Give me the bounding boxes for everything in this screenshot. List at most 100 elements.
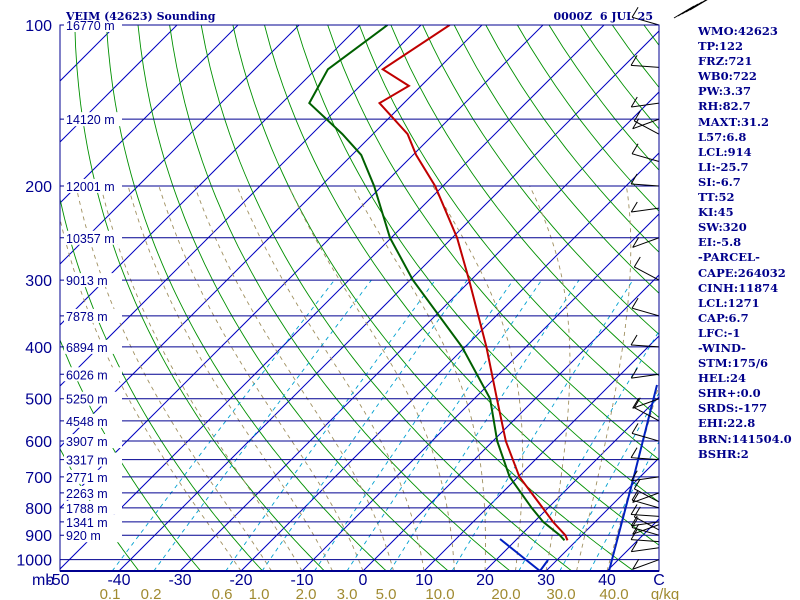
wind-barb-flag [631, 297, 639, 309]
height-label-bg [64, 18, 122, 32]
index-item: WB0:722 [698, 69, 757, 84]
height-label-bg [64, 500, 122, 515]
dry-adiabat-line [60, 197, 264, 571]
pressure-tick-label: 300 [25, 273, 52, 290]
wind-barb-staff [631, 527, 660, 536]
wind-barb-staff [634, 266, 660, 281]
index-item: BRN:141504.0 [698, 431, 792, 446]
wind-barb-flag [633, 110, 641, 122]
index-item: LCL:914 [698, 144, 752, 159]
height-label: 6894 m [66, 341, 108, 355]
wind-barb-staff [632, 524, 660, 535]
wind-barb-flag [633, 256, 641, 268]
pressure-tick-label: 400 [25, 340, 52, 357]
dry-adiabat-line [137, 25, 449, 571]
mixing-ratio-line [518, 330, 659, 571]
wind-barb-flag [632, 523, 640, 535]
height-label-bg [64, 413, 122, 428]
mixing-ratio-line [589, 440, 659, 571]
wind-barb-staff [631, 183, 660, 187]
temperature-tick-label: -10 [290, 572, 313, 589]
index-item: -PARCEL- [698, 250, 760, 265]
chart-axes [59, 24, 660, 572]
isotherm-line [179, 91, 659, 571]
pressure-tick-label: 800 [25, 501, 52, 518]
wind-barb-flag [632, 558, 640, 570]
wind-barb-flag [630, 201, 638, 213]
wind-barbs [630, 0, 708, 570]
index-item: STM:175/6 [698, 356, 769, 371]
wind-barb-flag [630, 529, 638, 540]
index-item: LFC:-1 [698, 325, 741, 340]
moist-adiabat-line [60, 217, 242, 571]
height-label-bg [64, 367, 122, 382]
moist-adiabat-line [529, 185, 571, 571]
dry-adiabat-line [422, 25, 659, 335]
dry-adiabat-line [74, 25, 325, 571]
wind-barb-staff [632, 492, 660, 503]
dry-adiabat-line [358, 25, 659, 419]
wind-barb-flag [630, 504, 638, 515]
chart-traces [308, 25, 658, 571]
moist-adiabat-line [127, 185, 333, 571]
index-item: LCL:1271 [698, 295, 760, 310]
isotherm-line [301, 213, 659, 571]
height-label: 12001 m [66, 180, 115, 194]
height-label-bg [64, 434, 122, 449]
wind-barb-staff [631, 344, 660, 348]
mixing-ratio-label: 0.2 [141, 586, 162, 600]
dewpoint-trace [308, 25, 566, 541]
mixing-ratio-line [389, 279, 580, 571]
wind-barb-staff [631, 521, 660, 527]
wind-barb-flag [630, 334, 638, 346]
height-label-bg [64, 178, 122, 193]
wind-barb-flag [630, 96, 638, 108]
wind-barb-staff [631, 373, 660, 379]
mixing-ratio-line [314, 279, 514, 571]
index-item: L57:6.8 [698, 129, 747, 144]
height-label: 2263 m [66, 487, 108, 501]
height-label-bg [64, 391, 122, 406]
mixing-ratio-line [346, 279, 542, 571]
wind-barb-staff [631, 16, 660, 26]
height-label: 9013 m [66, 274, 108, 288]
height-label: 3907 m [66, 435, 108, 449]
temperature-tick-label: 30 [537, 572, 555, 589]
height-label: 920 m [66, 529, 101, 543]
isotherm-line [60, 25, 605, 570]
wind-barb-staff [632, 559, 660, 570]
height-label: 1341 m [66, 516, 108, 530]
moist-adiabat-line [100, 185, 303, 571]
wind-barb-staff [631, 539, 660, 543]
pressure-tick-label: 600 [25, 434, 52, 451]
moist-adiabat-line [287, 185, 455, 571]
index-item: SRDS:-177 [698, 401, 768, 416]
wind-barb-staff [631, 476, 660, 482]
index-item: WMO:42623 [698, 24, 778, 38]
wind-barb-staff [631, 457, 660, 461]
wind-barb-flag [631, 423, 639, 434]
index-item: TT:52 [698, 190, 735, 205]
wind-barb-flag [632, 237, 640, 248]
dry-adiabat-line [327, 25, 659, 461]
dry-adiabat-line [295, 25, 659, 503]
index-item: TP:122 [698, 39, 744, 54]
wind-barb-flag [630, 447, 638, 458]
height-label-bg [64, 339, 122, 354]
wind-barb-flag [630, 367, 638, 379]
height-label-bg [64, 528, 122, 543]
index-item: -WIND- [698, 340, 746, 355]
wind-barb-staff [634, 407, 660, 422]
mixing-ratio-label: 10.0 [425, 586, 454, 600]
wind-barb-flag [633, 397, 641, 408]
index-item: EHI:22.8 [698, 416, 756, 431]
index-item: CAP:6.7 [698, 310, 749, 325]
wind-barb-staff [631, 513, 660, 517]
moist-adiabat-line [576, 185, 632, 571]
moist-adiabat-line [158, 185, 364, 571]
temperature-tick-label: 40 [598, 572, 616, 589]
indices-panel: WMO:42623 TP:122 FRZ:721 WB0:722 PW:3.37 RH:8… [698, 24, 798, 462]
mixing-ratio-line [111, 279, 335, 571]
wind-barb-staff [634, 488, 660, 503]
wind-barb-staff [631, 64, 660, 68]
